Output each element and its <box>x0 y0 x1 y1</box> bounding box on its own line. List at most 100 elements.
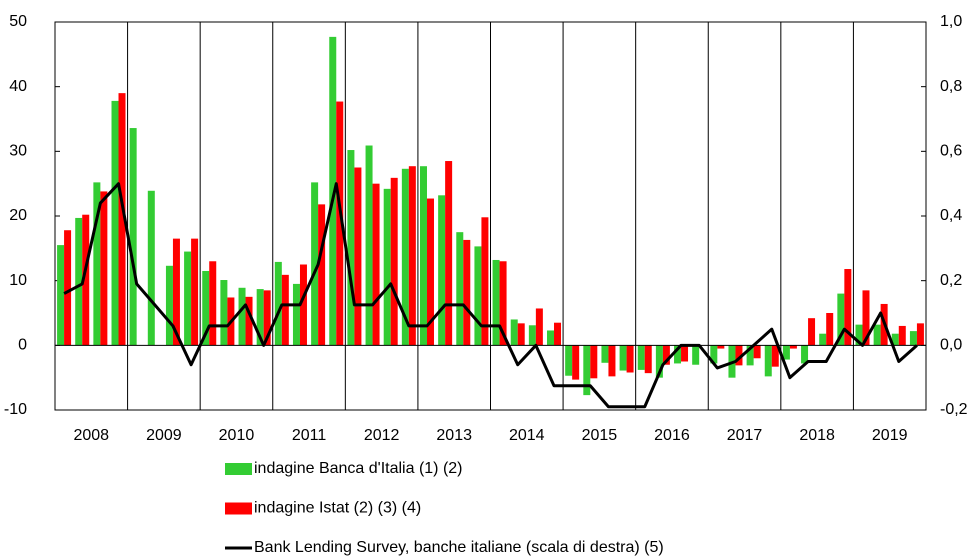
y-tick-label: 0 <box>18 337 27 354</box>
y-tick-label: 10 <box>9 272 27 289</box>
bar <box>147 190 155 346</box>
bar <box>191 238 199 346</box>
bar <box>256 289 264 346</box>
bar <box>517 323 525 346</box>
y-tick-label: 30 <box>9 143 27 160</box>
bar <box>891 333 899 346</box>
y-tick-label: 50 <box>9 13 27 30</box>
x-tick-label: 2010 <box>219 427 255 444</box>
bar <box>789 345 797 349</box>
bar <box>855 324 863 346</box>
bar <box>819 333 827 346</box>
bar <box>554 322 562 346</box>
bar <box>426 198 434 346</box>
bar <box>898 325 906 346</box>
bar <box>510 319 518 346</box>
bar <box>590 345 598 379</box>
bar <box>608 345 616 377</box>
bar <box>717 345 725 349</box>
bar <box>299 264 307 346</box>
bar <box>801 345 809 364</box>
bar <box>419 166 427 346</box>
bar <box>655 345 663 378</box>
y2-tick-label: 0,6 <box>940 143 962 160</box>
bar <box>916 323 924 346</box>
x-tick-label: 2014 <box>509 427 545 444</box>
y2-tick-label: 0,4 <box>940 207 962 224</box>
bar <box>329 36 337 346</box>
bar <box>165 265 173 346</box>
y-tick-label: -10 <box>4 401 27 418</box>
y2-tick-label: 0,8 <box>940 78 962 95</box>
y2-tick-label: -0,2 <box>940 401 968 418</box>
bar <box>209 261 217 346</box>
bar <box>318 204 326 346</box>
x-tick-label: 2017 <box>727 427 763 444</box>
bar <box>245 296 253 346</box>
line <box>63 182 918 409</box>
bar <box>202 270 210 346</box>
bar <box>764 345 772 377</box>
y2-tick-label: 0,2 <box>940 272 962 289</box>
bar <box>238 287 246 346</box>
y-tick-label: 40 <box>9 78 27 95</box>
x-tick-label: 2013 <box>436 427 472 444</box>
bar <box>862 290 870 346</box>
y2-tick-label: 0,0 <box>940 337 962 354</box>
x-tick-label: 2016 <box>654 427 690 444</box>
legend-label: Bank Lending Survey, banche italiane (sc… <box>254 539 664 556</box>
bar <box>644 345 652 374</box>
x-tick-label: 2018 <box>799 427 835 444</box>
bar <box>826 313 834 346</box>
bar <box>808 318 816 346</box>
bar <box>172 238 180 346</box>
x-tick-label: 2012 <box>364 427 400 444</box>
bar <box>438 195 446 346</box>
bar <box>445 161 453 346</box>
bar <box>336 101 344 346</box>
bar <box>365 145 373 346</box>
y2-tick-label: 1,0 <box>940 13 962 30</box>
bar <box>100 191 108 346</box>
legend-label: indagine Istat (2) (3) (4) <box>254 500 421 517</box>
bar <box>662 345 670 365</box>
bar <box>601 345 609 363</box>
x-tick-label: 2009 <box>146 427 182 444</box>
bar <box>565 345 573 376</box>
bar <box>626 345 634 373</box>
bar <box>82 214 90 346</box>
bar <box>354 167 362 346</box>
bar <box>844 269 852 346</box>
bar <box>572 345 580 380</box>
bar <box>57 245 65 346</box>
bar <box>873 324 881 346</box>
bar <box>674 345 682 364</box>
bar <box>456 232 464 346</box>
bar <box>184 251 192 346</box>
bar <box>528 325 536 346</box>
bar <box>499 261 507 346</box>
bar <box>909 331 917 346</box>
bar <box>463 239 471 346</box>
bar <box>75 217 83 346</box>
bar <box>390 177 398 346</box>
bar <box>220 280 228 346</box>
legend-swatch <box>225 502 252 515</box>
bar <box>372 183 380 346</box>
bar <box>583 345 591 396</box>
bar <box>311 182 319 346</box>
bar <box>753 345 761 359</box>
bar <box>474 246 482 346</box>
bar <box>692 345 700 365</box>
bar <box>292 283 300 346</box>
bar <box>681 345 689 362</box>
y-tick-label: 20 <box>9 207 27 224</box>
bar <box>64 230 72 346</box>
bar <box>735 345 743 366</box>
bar <box>782 345 790 360</box>
x-tick-label: 2019 <box>872 427 908 444</box>
bar <box>347 150 355 346</box>
bar <box>837 293 845 346</box>
bar <box>710 345 718 364</box>
